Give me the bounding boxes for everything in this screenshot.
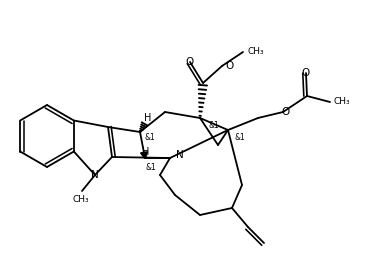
Text: &1: &1 <box>209 120 219 130</box>
Text: &1: &1 <box>146 164 156 173</box>
Text: N: N <box>176 150 184 160</box>
Text: CH₃: CH₃ <box>248 47 264 57</box>
Text: CH₃: CH₃ <box>73 195 89 204</box>
Text: H: H <box>144 113 152 123</box>
Text: &1: &1 <box>235 133 245 141</box>
Text: O: O <box>225 61 233 71</box>
Text: O: O <box>302 68 310 78</box>
Text: O: O <box>281 107 289 117</box>
Text: N: N <box>91 170 99 180</box>
Text: CH₃: CH₃ <box>334 98 350 107</box>
Text: H: H <box>142 147 150 157</box>
Text: &1: &1 <box>145 133 155 142</box>
Text: O: O <box>186 57 194 67</box>
